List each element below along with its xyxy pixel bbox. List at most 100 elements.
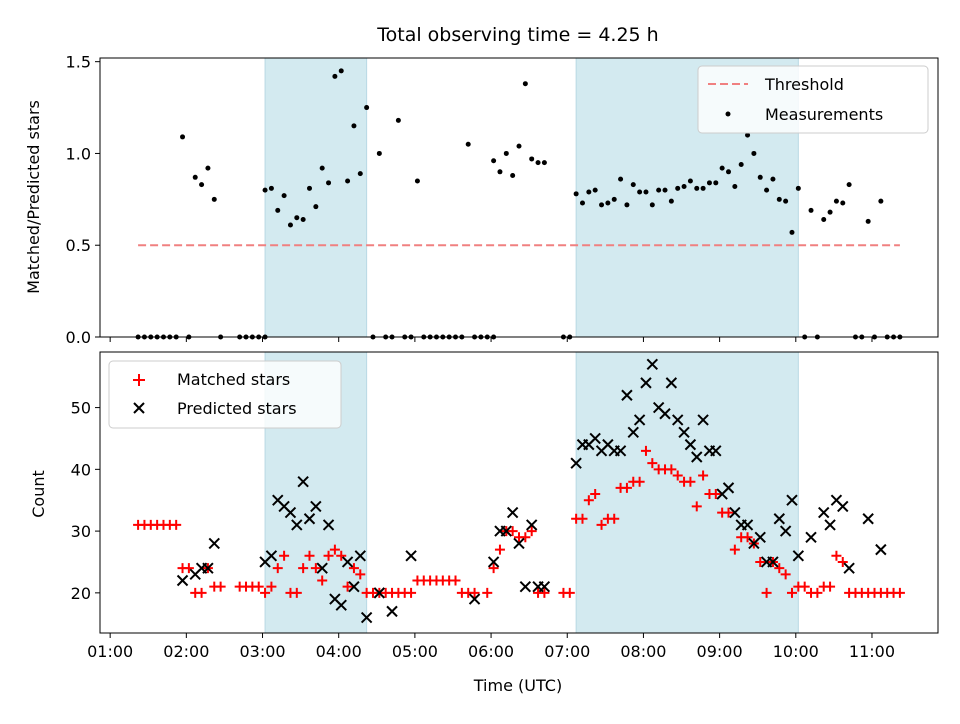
- predicted-star-point: [297, 475, 309, 488]
- x-tick-label: 06:00: [468, 642, 514, 661]
- matched-star-point: [755, 556, 766, 567]
- measurement-point: [840, 200, 846, 206]
- measurement-point: [300, 217, 306, 223]
- measurement-point: [287, 222, 293, 228]
- matched-star-point: [196, 587, 207, 598]
- measurement-point: [751, 150, 757, 156]
- matched-star-point: [894, 587, 905, 598]
- predicted-star-point: [322, 519, 335, 531]
- bottom-y-axis-label: Count: [29, 470, 48, 518]
- measurement-point: [643, 189, 649, 195]
- predicted-star-point: [659, 408, 671, 420]
- measurement-point: [618, 176, 624, 182]
- predicted-star-point: [303, 513, 316, 525]
- predicted-star-point: [176, 574, 189, 587]
- matched-star-point: [298, 563, 309, 574]
- legend-matched-label: Matched stars: [177, 370, 290, 389]
- matched-star-point: [266, 581, 277, 592]
- predicted-star-point: [360, 611, 373, 624]
- top-legend-box: [697, 65, 929, 134]
- matched-star-point: [621, 482, 632, 493]
- measurement-point: [776, 196, 782, 202]
- predicted-star-point: [316, 562, 328, 574]
- matched-star-point: [323, 550, 334, 561]
- matched-star-point: [837, 556, 848, 567]
- matched-star-point: [590, 489, 601, 500]
- bottom-legend: Matched stars Predicted stars: [108, 360, 342, 429]
- matched-star-point: [329, 544, 340, 555]
- matched-star-point: [577, 513, 588, 524]
- matched-star-point: [698, 470, 709, 481]
- bottom-y-tick-label: 50: [71, 399, 91, 418]
- matched-star-point: [825, 581, 836, 592]
- measurement-point: [624, 202, 630, 208]
- measurement-point: [199, 182, 205, 188]
- matched-star-point: [406, 587, 417, 598]
- matched-star-point: [672, 470, 683, 481]
- measurement-point: [535, 160, 541, 166]
- measurement-point: [605, 200, 611, 206]
- x-tick-label: 07:00: [544, 642, 590, 661]
- measurement-point: [637, 189, 643, 195]
- predicted-star-point: [646, 358, 659, 371]
- predicted-star-point: [405, 550, 417, 562]
- measurement-point: [376, 150, 382, 156]
- matched-star-point: [291, 587, 302, 598]
- measurement-point: [656, 187, 662, 193]
- bottom-x-ticks: 01:00 02:00 03:00 04:00 05:00 06:00 07:00 08:00…: [87, 633, 895, 661]
- measurement-point: [795, 185, 801, 191]
- predicted-star-point: [386, 605, 398, 618]
- measurement-point: [757, 174, 763, 180]
- measurement-point: [719, 165, 725, 171]
- predicted-star-point: [621, 389, 633, 401]
- predicted-star-point: [500, 525, 513, 537]
- predicted-star-point: [824, 519, 836, 531]
- matched-star-point: [494, 544, 505, 555]
- measurement-point: [833, 198, 839, 204]
- measurement-point: [726, 169, 731, 175]
- predicted-star-point: [672, 414, 684, 426]
- measurement-point: [764, 187, 770, 193]
- measurement-points: [135, 68, 903, 340]
- predicted-star-point: [697, 414, 709, 426]
- measurement-point: [345, 178, 351, 184]
- measurement-point: [611, 196, 617, 202]
- measurement-point: [808, 207, 814, 213]
- measurement-point: [745, 132, 751, 138]
- matched-star-point: [183, 563, 194, 574]
- predicted-stars-points: [176, 358, 887, 624]
- x-tick-label: 01:00: [87, 642, 133, 661]
- measurement-point: [395, 117, 401, 123]
- matched-star-point: [310, 563, 321, 574]
- predicted-star-point: [570, 457, 582, 469]
- predicted-star-point: [589, 432, 601, 445]
- predicted-star-point: [341, 556, 354, 568]
- measurement-point: [522, 81, 528, 87]
- legend-measurements-label: Measurements: [765, 105, 883, 124]
- predicted-star-point: [678, 426, 690, 438]
- predicted-star-point: [875, 543, 887, 556]
- measurement-point: [713, 180, 719, 186]
- predicted-star-point: [754, 531, 766, 543]
- matched-star-point: [774, 563, 785, 574]
- predicted-star-point: [525, 519, 538, 531]
- matched-star-point: [253, 581, 264, 592]
- predicted-star-point: [710, 445, 722, 457]
- observing-span: [575, 351, 799, 634]
- matched-star-point: [520, 532, 531, 543]
- measurement-point: [351, 123, 357, 129]
- matched-star-point: [304, 550, 315, 561]
- measurement-point: [516, 143, 522, 149]
- x-tick-label: 04:00: [316, 642, 362, 661]
- measurement-point: [668, 198, 674, 204]
- predicted-star-point: [614, 445, 627, 457]
- bottom-y-tick-label: 30: [71, 522, 91, 541]
- measurement-point: [491, 158, 497, 164]
- matched-star-point: [215, 581, 226, 592]
- matched-star-point: [640, 445, 651, 456]
- measurement-point: [268, 185, 274, 191]
- x-tick-label: 02:00: [163, 642, 209, 661]
- matched-star-point: [723, 507, 734, 518]
- measurement-point: [326, 180, 332, 186]
